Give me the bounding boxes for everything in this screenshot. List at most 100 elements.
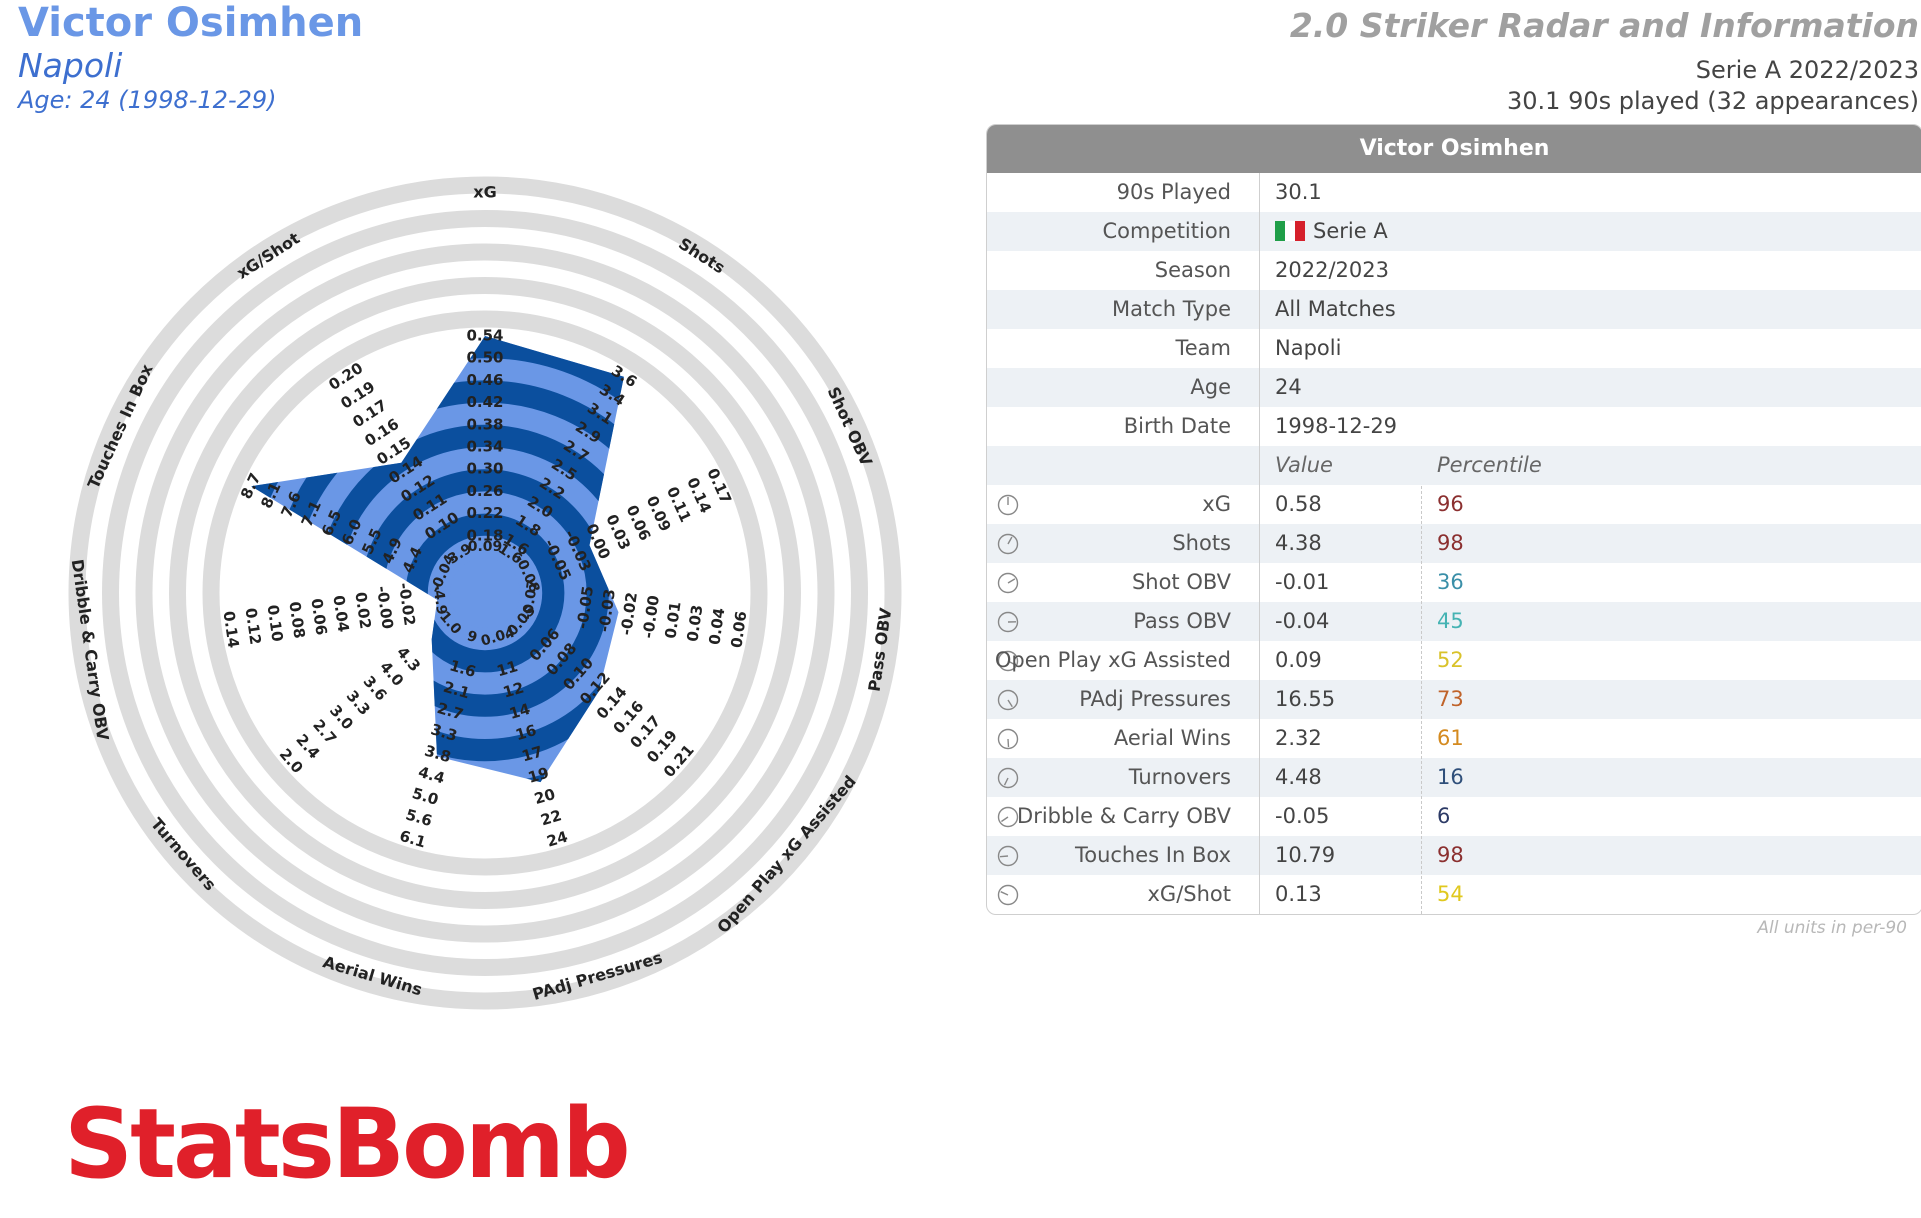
radar-tick-label: -0.02 bbox=[617, 591, 641, 636]
radar-tick-label: 0.22 bbox=[466, 504, 503, 522]
stat-value: 4.38 bbox=[1275, 531, 1322, 555]
radar-tick-label: 19 bbox=[526, 764, 551, 787]
info-value-text: All Matches bbox=[1275, 297, 1396, 321]
stat-label: Pass OBV bbox=[1133, 609, 1231, 633]
info-label: Season bbox=[1154, 258, 1231, 282]
percentile-header: Percentile bbox=[1437, 453, 1542, 477]
stat-percentile: 61 bbox=[1437, 726, 1464, 750]
info-value-text: 24 bbox=[1275, 375, 1302, 399]
stat-label: xG bbox=[1202, 492, 1231, 516]
info-row: Match Type All Matches bbox=[987, 290, 1921, 329]
stat-value: -0.05 bbox=[1275, 804, 1330, 828]
info-row: Age 24 bbox=[987, 368, 1921, 407]
radar-tick-label: 0.10 bbox=[264, 604, 287, 643]
radar-tick-label: -0.03 bbox=[595, 588, 619, 633]
stat-label: Aerial Wins bbox=[1113, 726, 1231, 750]
radar-tick-label: 0.01 bbox=[661, 600, 684, 639]
radar-tick-label: 0.30 bbox=[466, 460, 503, 478]
radar-tick-label: 0.38 bbox=[466, 415, 503, 433]
stat-label: Shot OBV bbox=[1131, 570, 1231, 594]
info-row: Season 2022/2023 bbox=[987, 251, 1921, 290]
stat-value: 0.58 bbox=[1275, 492, 1322, 516]
gauge-icon bbox=[997, 650, 1019, 672]
info-value-text: 30.1 bbox=[1275, 180, 1322, 204]
team-name: Napoli bbox=[18, 46, 123, 85]
stat-percentile: 96 bbox=[1437, 492, 1464, 516]
radar-tick-label: 0.46 bbox=[466, 371, 503, 389]
info-value-text: 1998-12-29 bbox=[1275, 414, 1398, 438]
statsbomb-logo: StatsBomb bbox=[64, 1088, 631, 1200]
radar-tick-label: 5.6 bbox=[404, 805, 435, 830]
radar-tick-label: 22 bbox=[539, 806, 564, 829]
stat-value: 10.79 bbox=[1275, 843, 1336, 867]
radar-chart: 0.18 0.22 0.26 0.30 0.34 0.38 0.42 0.46 0.50 0.54… bbox=[68, 176, 902, 1010]
radar-tick-label: 0.12 bbox=[242, 607, 265, 646]
radar-tick-label: -0.05 bbox=[573, 585, 597, 630]
radar-tick-label: 0.06 bbox=[727, 610, 750, 649]
grey-ring bbox=[202, 310, 768, 876]
table-title: Victor Osimhen bbox=[987, 125, 1921, 173]
radar-tick-label: 11 bbox=[495, 657, 520, 680]
stat-percentile: 45 bbox=[1437, 609, 1464, 633]
gauge-icon bbox=[997, 611, 1019, 633]
info-row: 90s Played 30.1 bbox=[987, 173, 1921, 212]
stat-header-row: Value Percentile bbox=[987, 446, 1921, 485]
radar-tick-label: 0.18 bbox=[466, 526, 503, 544]
stat-percentile: 52 bbox=[1437, 648, 1464, 672]
radar-band-dark bbox=[251, 336, 624, 783]
player-name: Victor Osimhen bbox=[18, 0, 364, 46]
stat-percentile: 98 bbox=[1437, 843, 1464, 867]
radar-tick-label: 0.06 bbox=[307, 597, 330, 636]
radar-tick-label: -0.00 bbox=[373, 585, 397, 630]
stat-value: -0.01 bbox=[1275, 570, 1330, 594]
radar-axis-label: xG bbox=[473, 183, 496, 202]
stat-row: Open Play xG Assisted 0.09 52 bbox=[987, 641, 1921, 680]
stat-row: Pass OBV -0.04 45 bbox=[987, 602, 1921, 641]
stat-value: 0.09 bbox=[1275, 648, 1322, 672]
stat-percentile: 98 bbox=[1437, 531, 1464, 555]
radar-tick-label: 20 bbox=[532, 785, 557, 808]
gauge-icon bbox=[997, 689, 1019, 711]
table-body: 90s Played 30.1 Competition Serie A Season 20… bbox=[987, 173, 1921, 914]
radar-tick-label: 0.50 bbox=[466, 349, 503, 367]
gauge-icon bbox=[997, 572, 1019, 594]
stat-label: Touches In Box bbox=[1074, 843, 1231, 867]
radar-tick-label: 17 bbox=[520, 742, 545, 765]
radar-tick-label: 24 bbox=[545, 828, 570, 851]
grey-ring bbox=[68, 176, 902, 1010]
units-footnote: All units in per-90 bbox=[1757, 918, 1907, 938]
stat-percentile: 73 bbox=[1437, 687, 1464, 711]
radar-center-label: 0.09 bbox=[468, 539, 503, 555]
radar-tick-label: -0.02 bbox=[395, 582, 419, 627]
stat-row: Touches In Box 10.79 98 bbox=[987, 836, 1921, 875]
info-label: 90s Played bbox=[1116, 180, 1231, 204]
radar-tick-label: 0.02 bbox=[351, 591, 374, 630]
stat-label: PAdj Pressures bbox=[1079, 687, 1231, 711]
stat-label: Turnovers bbox=[1128, 765, 1231, 789]
radar-tick-label: 5.0 bbox=[410, 784, 441, 809]
info-label: Birth Date bbox=[1123, 414, 1231, 438]
stat-percentile: 54 bbox=[1437, 882, 1464, 906]
radar-center-label: -4.9 bbox=[429, 583, 449, 616]
radar-center-label: 9 bbox=[465, 628, 479, 646]
info-value: 24 bbox=[1275, 368, 1302, 407]
radar-tick-label: 0.08 bbox=[285, 600, 308, 639]
info-value: 2022/2023 bbox=[1275, 251, 1389, 290]
minutes-played: 30.1 90s played (32 appearances) bbox=[1507, 87, 1919, 115]
info-value: All Matches bbox=[1275, 290, 1396, 329]
radar-tick-label: 0.03 bbox=[683, 604, 706, 643]
info-row: Team Napoli bbox=[987, 329, 1921, 368]
radar-tick-label: 0.42 bbox=[466, 393, 503, 411]
stat-row: Dribble & Carry OBV -0.05 6 bbox=[987, 797, 1921, 836]
info-value-text: Serie A bbox=[1313, 219, 1388, 243]
radar-tick-label: 0.26 bbox=[466, 482, 503, 500]
value-header: Value bbox=[1275, 453, 1333, 477]
stat-value: 0.13 bbox=[1275, 882, 1322, 906]
stat-label: Open Play xG Assisted bbox=[994, 648, 1231, 672]
percentile-divider bbox=[1421, 486, 1422, 914]
grey-ring bbox=[135, 243, 835, 943]
stat-row: Aerial Wins 2.32 61 bbox=[987, 719, 1921, 758]
gauge-icon bbox=[997, 806, 1019, 828]
info-row: Competition Serie A bbox=[987, 212, 1921, 251]
info-value: 1998-12-29 bbox=[1275, 407, 1397, 446]
